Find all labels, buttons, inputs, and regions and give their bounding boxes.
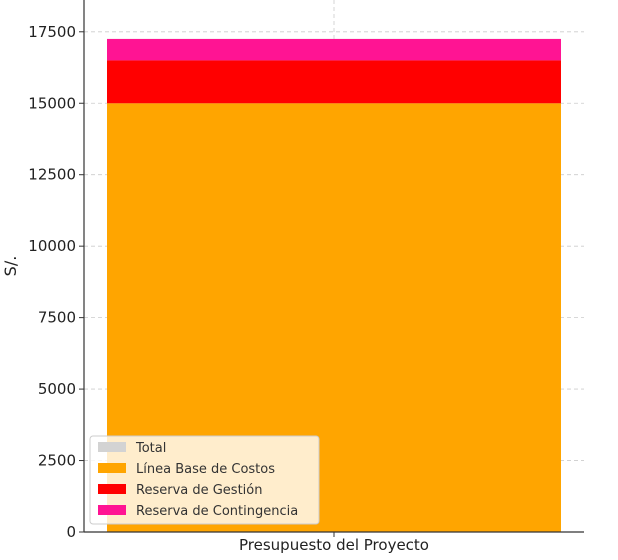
bar-reserva-de-contingencia xyxy=(107,38,561,61)
y-tick-label: 10000 xyxy=(28,237,76,255)
bar-reserva-de-gesti-n xyxy=(107,60,561,104)
y-axis-title: S/. xyxy=(1,256,20,277)
bar-stack xyxy=(107,38,561,532)
y-tick-label: 12500 xyxy=(28,166,76,184)
legend-label: Total xyxy=(135,441,166,456)
y-tick-label: 0 xyxy=(66,523,76,541)
x-tick-label: Presupuesto del Proyecto xyxy=(239,536,429,554)
legend-label: Reserva de Gestión xyxy=(136,483,262,498)
legend-swatch xyxy=(98,442,126,452)
y-tick-label: 5000 xyxy=(38,380,76,398)
legend: Total Línea Base de Costos Reserva de Gest… xyxy=(89,435,320,525)
legend-box xyxy=(89,435,320,525)
y-tick-label: 2500 xyxy=(38,452,76,470)
legend-label: Línea Base de Costos xyxy=(136,462,275,477)
y-tick-label: 7500 xyxy=(38,309,76,327)
legend-swatch xyxy=(98,505,126,515)
legend-label: Reserva de Contingencia xyxy=(136,504,298,519)
legend-swatch xyxy=(98,463,126,473)
legend-swatch xyxy=(98,484,126,494)
y-tick-label: 15000 xyxy=(28,94,76,112)
y-tick-label: 17500 xyxy=(28,23,76,41)
tick-labels: 0 2500 5000 7500 10000 12500 15000 17500 Presupu… xyxy=(28,23,429,554)
